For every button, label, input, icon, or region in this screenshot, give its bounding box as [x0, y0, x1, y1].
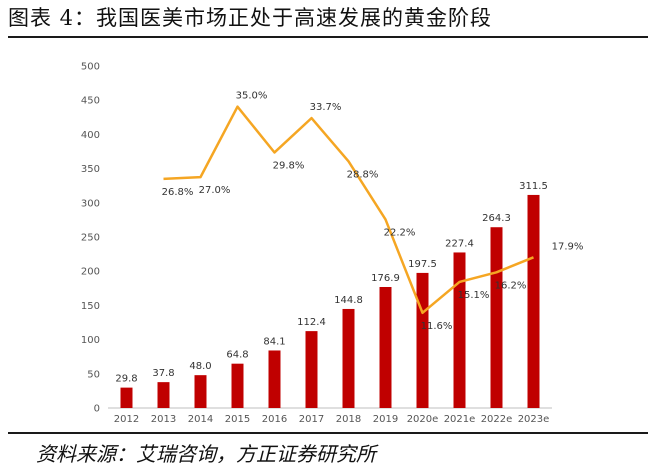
bar	[120, 387, 133, 408]
y-tick-label: 250	[81, 233, 100, 244]
bar-data-label: 144.8	[334, 295, 363, 306]
bar-data-label: 112.4	[297, 317, 326, 328]
bar-data-label: 197.5	[408, 259, 437, 270]
x-tick-label: 2013	[151, 414, 176, 425]
bar	[194, 375, 207, 408]
x-tick-label: 2017	[299, 414, 324, 425]
x-tick-label: 2015	[225, 414, 250, 425]
bar-data-label: 64.8	[226, 350, 248, 361]
y-tick-label: 350	[81, 164, 100, 175]
x-tick-label: 2021e	[444, 414, 476, 425]
x-tick-label: 2020e	[407, 414, 439, 425]
line-data-label: 15.1%	[458, 290, 490, 301]
y-tick-label: 300	[81, 198, 100, 209]
bar	[268, 350, 281, 408]
line-data-label: 11.6%	[421, 321, 453, 332]
bar	[416, 272, 429, 408]
bar-data-label: 37.8	[152, 368, 174, 379]
y-tick-label: 100	[81, 335, 100, 346]
line-data-label: 27.0%	[199, 185, 231, 196]
bar-data-label: 29.8	[115, 374, 137, 385]
x-tick-label: 2018	[336, 414, 361, 425]
bar-data-label: 48.0	[189, 361, 211, 372]
source-divider	[8, 432, 648, 434]
bar	[342, 308, 355, 408]
y-tick-label: 400	[81, 130, 100, 141]
x-tick-label: 2019	[373, 414, 398, 425]
bar-data-label: 227.4	[445, 238, 474, 249]
bar-data-label: 176.9	[371, 273, 400, 284]
x-tick-label: 2016	[262, 414, 287, 425]
line-data-label: 28.8%	[347, 169, 379, 180]
source-note: 资料来源：艾瑞咨询，方正证券研究所	[36, 442, 376, 466]
y-tick-label: 450	[81, 96, 100, 107]
bar	[490, 227, 503, 408]
y-tick-label: 500	[81, 62, 100, 73]
bar	[453, 252, 466, 408]
line-data-label: 22.2%	[384, 227, 416, 238]
y-tick-label: 150	[81, 301, 100, 312]
title-divider	[8, 36, 648, 38]
bar-data-label: 311.5	[519, 181, 548, 192]
line-data-label: 26.8%	[162, 187, 194, 198]
y-tick-label: 50	[87, 369, 100, 380]
bar-data-label: 264.3	[482, 213, 511, 224]
y-tick-label: 200	[81, 267, 100, 278]
chart: 0 50 100 150 200 250 300 350 400 450 500 2012 2013 20…	[81, 62, 584, 426]
x-tick-label: 2012	[114, 414, 139, 425]
x-tick-label: 2022e	[481, 414, 513, 425]
bar	[305, 331, 318, 408]
x-tick-label: 2014	[188, 414, 213, 425]
bar-data-label: 84.1	[263, 336, 285, 347]
line-data-label: 35.0%	[236, 91, 268, 102]
line-data-label: 33.7%	[310, 102, 342, 113]
line-data-label: 16.2%	[495, 280, 527, 291]
x-tick-label: 2023e	[518, 414, 550, 425]
line-data-label: 17.9%	[552, 241, 584, 252]
bar	[379, 287, 392, 408]
y-tick-label: 0	[94, 404, 100, 415]
bar	[157, 382, 170, 408]
growth-line	[163, 105, 534, 315]
line-data-label: 29.8%	[273, 160, 305, 171]
bar	[231, 363, 244, 408]
bar	[527, 194, 540, 408]
chart-title: 图表 4：我国医美市场正处于高速发展的黄金阶段	[8, 6, 493, 30]
